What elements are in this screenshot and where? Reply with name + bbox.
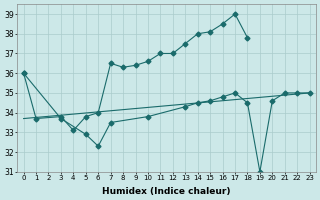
- X-axis label: Humidex (Indice chaleur): Humidex (Indice chaleur): [102, 187, 231, 196]
